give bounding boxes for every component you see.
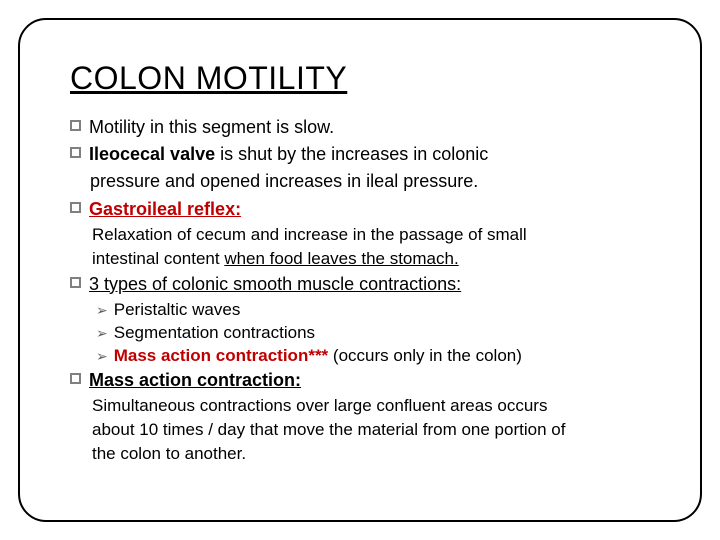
description-text: Relaxation of cecum and increase in the …: [92, 224, 650, 247]
sub-bullet-text: Mass action contraction*** (occurs only …: [114, 345, 522, 368]
sub-bullet-text: Segmentation contractions: [114, 322, 315, 345]
description-text: Simultaneous contractions over large con…: [92, 395, 650, 418]
continuation-text: pressure and opened increases in ileal p…: [90, 169, 650, 194]
description-text: the colon to another.: [92, 443, 650, 466]
square-bullet-icon: [70, 277, 81, 288]
square-bullet-icon: [70, 373, 81, 384]
text-run: is shut by the increases in colonic: [215, 144, 488, 164]
square-bullet-icon: [70, 120, 81, 131]
bold-term: Ileocecal valve: [89, 144, 215, 164]
underlined-phrase: when food leaves the stomach.: [224, 249, 458, 268]
arrow-bullet-icon: ➢: [96, 347, 108, 366]
section-heading: Mass action contraction:: [89, 368, 301, 393]
sub-bullet-text: Peristaltic waves: [114, 299, 241, 322]
arrow-bullet-icon: ➢: [96, 301, 108, 320]
section-heading: 3 types of colonic smooth muscle contrac…: [89, 272, 461, 297]
emphasized-term: Mass action contraction***: [114, 346, 328, 365]
bullet-text: Motility in this segment is slow.: [89, 115, 334, 140]
bullet-text: Ileocecal valve is shut by the increases…: [89, 142, 488, 167]
description-text: about 10 times / day that move the mater…: [92, 419, 650, 442]
text-run: (occurs only in the colon): [328, 346, 522, 365]
arrow-bullet-icon: ➢: [96, 324, 108, 343]
slide-frame: COLON MOTILITY Motility in this segment …: [18, 18, 702, 522]
sub-bullet-1: ➢ Peristaltic waves: [84, 299, 650, 322]
text-run: intestinal content: [92, 249, 224, 268]
square-bullet-icon: [70, 147, 81, 158]
bullet-item-3: Gastroileal reflex:: [70, 197, 650, 222]
bullet-item-4: 3 types of colonic smooth muscle contrac…: [70, 272, 650, 297]
sub-bullet-3: ➢ Mass action contraction*** (occurs onl…: [84, 345, 650, 368]
description-text: intestinal content when food leaves the …: [92, 248, 650, 271]
bullet-item-1: Motility in this segment is slow.: [70, 115, 650, 140]
slide-title: COLON MOTILITY: [70, 60, 650, 97]
bullet-item-2: Ileocecal valve is shut by the increases…: [70, 142, 650, 167]
section-heading-red: Gastroileal reflex:: [89, 197, 241, 222]
bullet-item-5: Mass action contraction:: [70, 368, 650, 393]
sub-bullet-2: ➢ Segmentation contractions: [84, 322, 650, 345]
square-bullet-icon: [70, 202, 81, 213]
